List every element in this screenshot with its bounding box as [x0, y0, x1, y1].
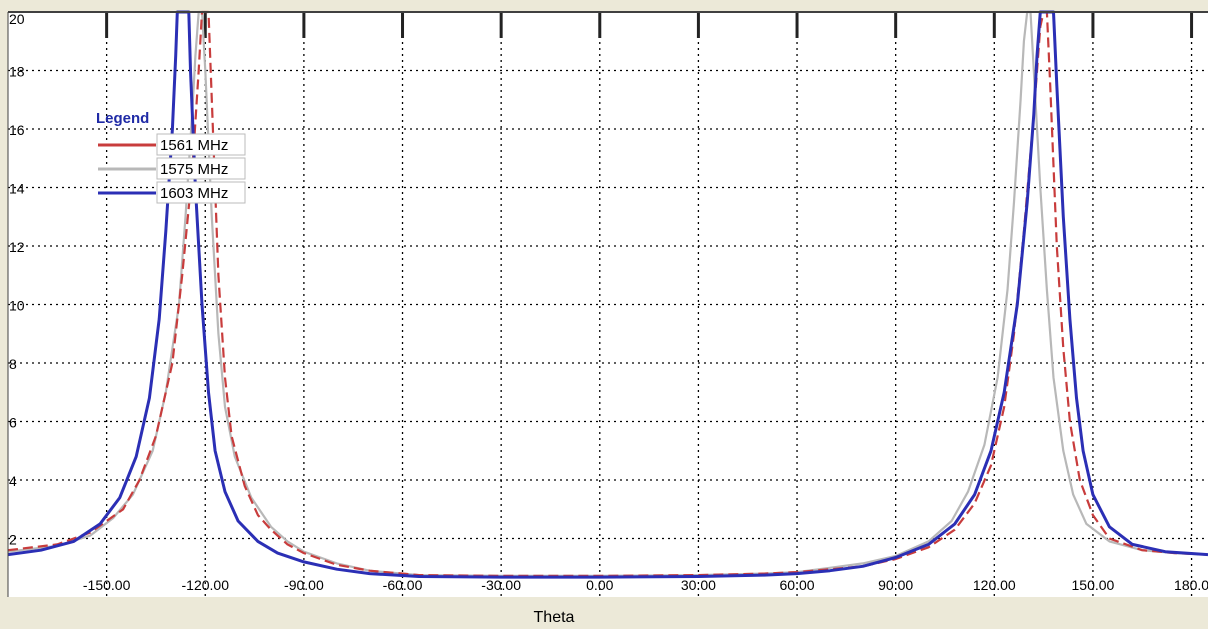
top-tick-marks [105, 12, 1194, 38]
y-tick-label-7: 16 [9, 122, 25, 138]
x-tick-label-0: -150.00 [83, 577, 131, 593]
y-tick-label-5: 12 [9, 239, 25, 255]
legend-title: Legend [96, 110, 149, 127]
y-axis-labels: 2 4 6 8 10 12 14 16 18 20 [9, 11, 25, 548]
y-tick-label-0: 2 [9, 532, 17, 548]
legend-label-1: 1575 MHz [160, 161, 228, 178]
series-line-2 [7, 10, 1208, 579]
y-tick-label-9: 20 [9, 11, 25, 27]
series-layer [7, 10, 1208, 579]
x-tick-label-11: 180.0 [1174, 577, 1208, 593]
legend-label-0: 1561 MHz [160, 137, 228, 154]
x-tick-label-6: 30.00 [681, 577, 716, 593]
legend-label-box-0 [156, 133, 246, 156]
x-tick-label-10: 150.00 [1072, 577, 1115, 593]
legend-label-box-2 [156, 181, 246, 204]
x-axis-title: Theta [534, 609, 575, 626]
y-tick-label-4: 10 [9, 298, 25, 314]
y-tick-label-2: 6 [9, 415, 17, 431]
y-tick-label-1: 4 [9, 473, 17, 489]
x-tick-label-2: -90.00 [284, 577, 324, 593]
x-tick-label-3: -60.00 [383, 577, 423, 593]
x-axis-labels: -150.00 -120.00 -90.00 -60.00 -30.00 0.00 30.0… [83, 577, 1208, 593]
x-tick-label-8: 90.00 [878, 577, 913, 593]
legend-label-box-1 [156, 157, 246, 180]
legend: Legend 1561 MHz 1575 MHz 1603 MHz [96, 110, 246, 204]
y-tick-label-6: 14 [9, 181, 25, 197]
y-tick-label-8: 18 [9, 64, 25, 80]
x-tick-label-9: 120.00 [973, 577, 1016, 593]
x-tick-label-7: 60.00 [780, 577, 815, 593]
legend-label-2: 1603 MHz [160, 185, 228, 202]
x-tick-label-1: -120.00 [182, 577, 230, 593]
y-tick-label-3: 8 [9, 356, 17, 372]
x-tick-label-4: -30.00 [481, 577, 521, 593]
x-tick-label-5: 0.00 [586, 577, 613, 593]
